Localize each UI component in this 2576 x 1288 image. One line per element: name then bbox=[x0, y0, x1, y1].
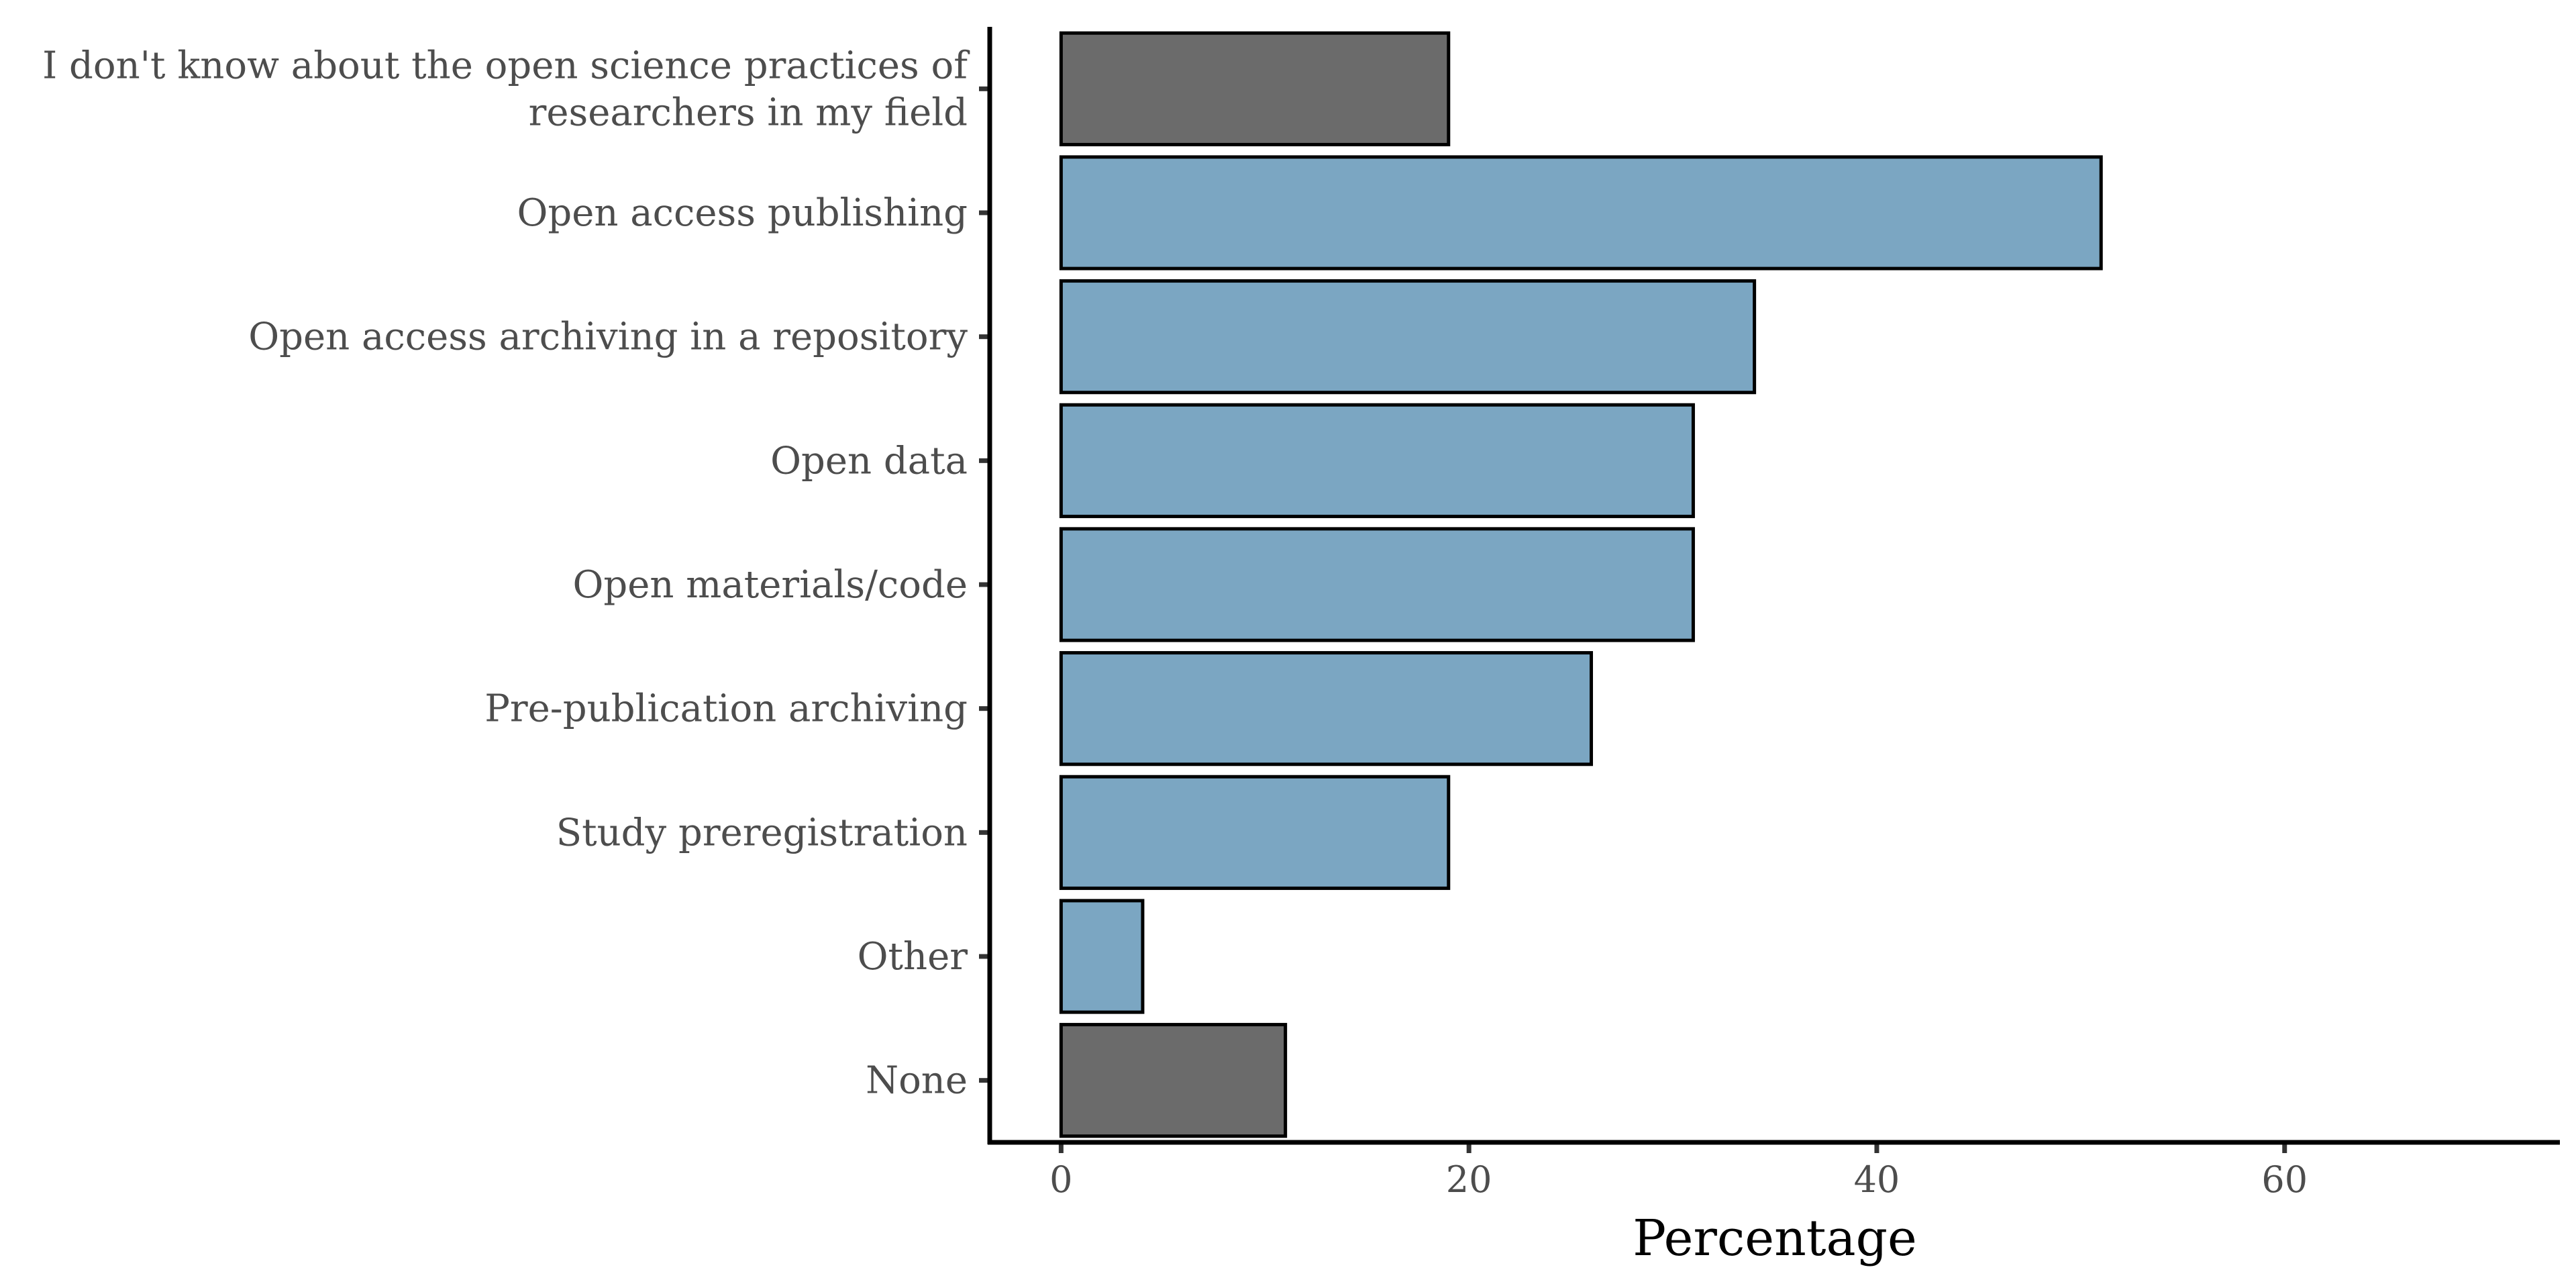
category-label-line: None bbox=[866, 1059, 968, 1103]
category-label: Open data bbox=[770, 439, 968, 483]
bar bbox=[1059, 403, 1695, 518]
category-label-line: Open data bbox=[770, 439, 968, 483]
bar bbox=[1059, 775, 1451, 890]
x-tick-label: 60 bbox=[2261, 1158, 2308, 1201]
y-ticks bbox=[979, 86, 990, 1083]
x-tick-label: 20 bbox=[1446, 1158, 1492, 1201]
category-label: Open access archiving in a repository bbox=[248, 315, 968, 359]
category-label-line: Study preregistration bbox=[556, 811, 968, 854]
category-label: Open access publishing bbox=[517, 191, 968, 235]
bar bbox=[1059, 899, 1145, 1014]
bars-layer bbox=[1059, 31, 2103, 1138]
category-label-line: I don't know about the open science prac… bbox=[42, 44, 970, 87]
x-axis-title: Percentage bbox=[1633, 1209, 1917, 1267]
category-label-line: Other bbox=[858, 935, 968, 979]
x-tick-label: 40 bbox=[1854, 1158, 1900, 1201]
category-label-line: Open materials/code bbox=[572, 563, 968, 607]
x-tick-label: 0 bbox=[1049, 1158, 1072, 1201]
category-label-line: Open access archiving in a repository bbox=[248, 315, 968, 359]
category-label-line: Pre-publication archiving bbox=[484, 687, 968, 731]
category-label: None bbox=[866, 1059, 968, 1103]
category-label-line: Open access publishing bbox=[517, 191, 968, 235]
bar bbox=[1059, 527, 1695, 642]
category-label: I don't know about the open science prac… bbox=[42, 44, 970, 134]
bar bbox=[1059, 155, 2103, 270]
category-label-line: researchers in my field bbox=[529, 91, 968, 134]
category-label: Open materials/code bbox=[572, 563, 968, 607]
bar bbox=[1059, 279, 1757, 395]
bar bbox=[1059, 651, 1593, 766]
category-label: Other bbox=[858, 935, 968, 979]
category-label: Pre-publication archiving bbox=[484, 687, 968, 731]
category-label: Study preregistration bbox=[556, 811, 968, 854]
bar bbox=[1059, 1023, 1288, 1138]
x-ticks: 0 20 40 60 bbox=[1049, 1142, 2308, 1201]
bar bbox=[1059, 31, 1451, 146]
category-labels: I don't know about the open science prac… bbox=[42, 44, 970, 1102]
